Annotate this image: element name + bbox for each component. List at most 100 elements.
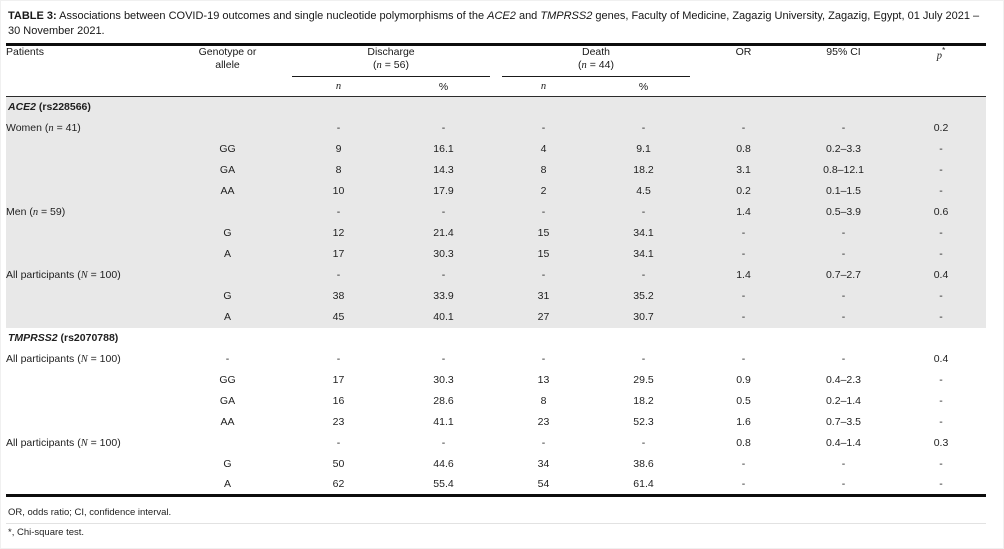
- header-row-main: Patients Genotype or allele Discharge (n =…: [6, 45, 986, 77]
- cell-odds-ratio: 3.1: [696, 159, 791, 181]
- cell-odds-ratio: -: [696, 243, 791, 265]
- table-row: A 45 40.1 27 30.7- - -: [6, 306, 986, 328]
- cell-p-value: 0.6: [896, 201, 986, 223]
- cell-patients: [6, 159, 169, 181]
- cell-discharge-n: 17: [332, 374, 345, 386]
- cell-discharge-n: 16: [332, 395, 345, 407]
- col-header-discharge: Discharge (n = 56): [286, 45, 496, 77]
- cell-death-n: 8: [496, 159, 591, 181]
- death-header-line1: Death: [581, 46, 611, 58]
- cell-discharge-n: -: [286, 201, 391, 223]
- cell-death-n: 15: [496, 243, 591, 265]
- cell-death-percent: 18.2: [591, 159, 696, 181]
- table-row: A 17 30.3 15 34.1- - -: [6, 243, 986, 265]
- cell-odds-ratio: -: [741, 458, 746, 470]
- footnote-abbreviations: OR, odds ratio; CI, confidence interval.: [8, 507, 172, 518]
- footnote-divider: [6, 523, 986, 524]
- cell-odds-ratio: -: [741, 478, 746, 491]
- cell-death-percent: 18.2: [633, 395, 654, 407]
- cell-odds-ratio: -: [741, 353, 746, 365]
- cell-death-n: -: [541, 353, 546, 365]
- data-table: Patients Genotype or allele Discharge (n =…: [6, 43, 986, 497]
- cell-death-percent: 35.2: [591, 285, 696, 307]
- cell-confidence-interval: 0.2–3.3: [791, 138, 896, 160]
- cell-death-percent: -: [591, 201, 696, 223]
- gene-name: ACE2: [8, 101, 37, 114]
- cell-death-percent: 34.1: [591, 222, 696, 244]
- cell-discharge-percent: 41.1: [433, 416, 454, 428]
- header-row-sub: n % n %: [6, 77, 986, 97]
- cell-p-value: 0.4: [896, 264, 986, 286]
- cell-discharge-n: 17: [286, 243, 391, 265]
- cell-confidence-interval: -: [791, 117, 896, 139]
- cell-discharge-n: -: [286, 264, 391, 286]
- cell-discharge-n: 50: [332, 458, 345, 470]
- cell-discharge-n: 45: [286, 306, 391, 328]
- cell-p-value: -: [896, 243, 986, 265]
- cell-death-n: 23: [537, 416, 550, 428]
- cell-death-percent: 38.6: [633, 458, 654, 470]
- cell-genotype-allele: G: [169, 222, 286, 244]
- cell-discharge-percent: 21.4: [391, 222, 496, 244]
- discharge-header-line1: Discharge: [367, 46, 415, 58]
- cell-genotype-allele: GG: [219, 374, 236, 386]
- cell-death-percent: 30.7: [591, 306, 696, 328]
- cell-odds-ratio: 1.6: [736, 416, 751, 428]
- cell-confidence-interval: 0.4–2.3: [825, 374, 862, 386]
- cell-confidence-interval: -: [791, 306, 896, 328]
- cell-discharge-n: 23: [332, 416, 345, 428]
- cell-discharge-percent: 40.1: [391, 306, 496, 328]
- cell-discharge-percent: -: [441, 437, 446, 449]
- cell-discharge-percent: -: [391, 117, 496, 139]
- cell-death-n: 54: [537, 478, 550, 491]
- cell-death-n: 8: [540, 395, 547, 407]
- col-header-death: Death (n = 44): [496, 45, 696, 77]
- table-row: A 62 55.4 54 61.4 - - -: [6, 475, 986, 496]
- cell-death-percent: -: [591, 264, 696, 286]
- cell-death-percent: -: [641, 437, 646, 449]
- table-title: TABLE 3: Associations between COVID-19 o…: [1, 1, 1003, 43]
- cell-genotype-allele: -: [225, 353, 230, 365]
- table-row: All participants (N = 100) - - - - 0.8 0.4–1.4…: [6, 433, 986, 454]
- cell-p-value: -: [939, 478, 943, 491]
- cell-discharge-percent: -: [391, 201, 496, 223]
- cell-genotype-allele: [169, 433, 286, 454]
- table-body: ACE2 (rs228566) Women (n = 41) - - - - - -0.2 GG…: [6, 96, 986, 496]
- cell-p-value: -: [939, 458, 943, 470]
- cell-genotype-allele: G: [169, 285, 286, 307]
- cell-p-value: -: [896, 285, 986, 307]
- cell-odds-ratio: 1.4: [696, 201, 791, 223]
- cell-genotype-allele: [169, 201, 286, 223]
- gene-name: TMPRSS2: [540, 10, 593, 22]
- cell-patients: [6, 370, 169, 391]
- cell-patients: All participants (N = 100): [6, 264, 169, 286]
- col-header-death-n: n: [540, 81, 547, 92]
- cell-death-percent: -: [641, 353, 646, 365]
- cell-discharge-n: -: [336, 437, 341, 449]
- genotype-header-line2: allele: [215, 59, 240, 71]
- col-header-patients: Patients: [6, 46, 44, 58]
- cell-discharge-percent: -: [441, 353, 446, 365]
- snp-id: (rs228566): [36, 101, 91, 114]
- cell-death-percent: 61.4: [633, 478, 654, 491]
- cell-patients: [6, 285, 169, 307]
- cell-discharge-percent: 17.9: [391, 180, 496, 202]
- cell-patients: Men (n = 59): [6, 201, 169, 223]
- cell-p-value: -: [939, 395, 943, 407]
- cell-p-value: -: [896, 138, 986, 160]
- cell-discharge-n: 10: [286, 180, 391, 202]
- cell-death-percent: 9.1: [591, 138, 696, 160]
- cell-discharge-percent: 28.6: [433, 395, 454, 407]
- table-row: GG 9 16.1 4 9.1 0.8 0.2–3.3-: [6, 138, 986, 160]
- gene-name: TMPRSS2: [8, 332, 58, 344]
- title-fragment: Associations between COVID-19 outcomes a…: [56, 10, 488, 22]
- cell-discharge-percent: 14.3: [391, 159, 496, 181]
- table-row: G 38 33.9 31 35.2- - -: [6, 285, 986, 307]
- cell-confidence-interval: -: [791, 285, 896, 307]
- cell-patients: [6, 138, 169, 160]
- cell-odds-ratio: 0.8: [736, 437, 751, 449]
- cell-discharge-n: 38: [286, 285, 391, 307]
- cell-discharge-percent: 44.6: [433, 458, 454, 470]
- cell-confidence-interval: 0.7–3.5: [825, 416, 862, 428]
- cell-patients: All participants (N = 100): [6, 437, 121, 449]
